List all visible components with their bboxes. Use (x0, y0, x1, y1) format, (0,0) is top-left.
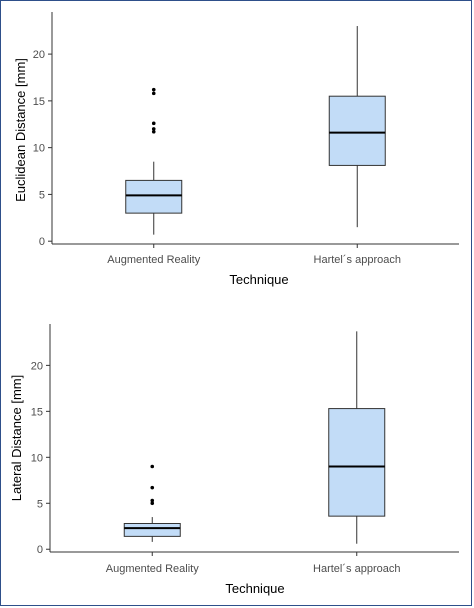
x-tick-label: Augmented Reality (107, 254, 200, 266)
x-tick-label: Hartel´s approach (314, 254, 401, 266)
box-iqr (328, 95, 386, 166)
y-tick-label: 10 (33, 143, 45, 155)
y-tick-label: 20 (33, 49, 45, 61)
chart-euclidean-distance: Euclidean Distance [mm] Technique 0 5 10 15… (13, 12, 459, 287)
x-axis-title: Technique (229, 272, 288, 287)
box-iqr (125, 179, 183, 214)
y-tick-label: 0 (37, 544, 43, 556)
outlier-point (151, 87, 156, 92)
outlier-point (151, 121, 156, 126)
y-tick-label: 20 (31, 360, 43, 372)
outlier-point (151, 127, 156, 131)
x-tick-label: Augmented Reality (106, 563, 199, 575)
y-tick-label: 15 (31, 406, 43, 418)
outlier-point (150, 464, 155, 469)
x-axis-title: Technique (225, 581, 284, 596)
y-tick-label: 5 (39, 189, 45, 201)
y-tick-label: 10 (31, 452, 43, 464)
outlier-point (151, 91, 156, 96)
y-axis-title: Euclidean Distance [mm] (13, 58, 28, 202)
box-iqr (328, 408, 386, 517)
outlier-point (151, 129, 156, 134)
y-axis-title: Lateral Distance [mm] (9, 375, 24, 501)
x-tick-label: Hartel´s approach (313, 563, 400, 575)
chart-lateral-distance: Lateral Distance [mm] Technique 0 5 10 15 20… (9, 324, 459, 596)
box-iqr (123, 523, 181, 537)
y-tick-label: 0 (39, 236, 45, 248)
outlier-point (150, 498, 155, 503)
outlier-point (150, 501, 155, 506)
y-tick-label: 5 (37, 498, 43, 510)
y-tick-label: 15 (33, 96, 45, 108)
outlier-point (150, 485, 155, 490)
